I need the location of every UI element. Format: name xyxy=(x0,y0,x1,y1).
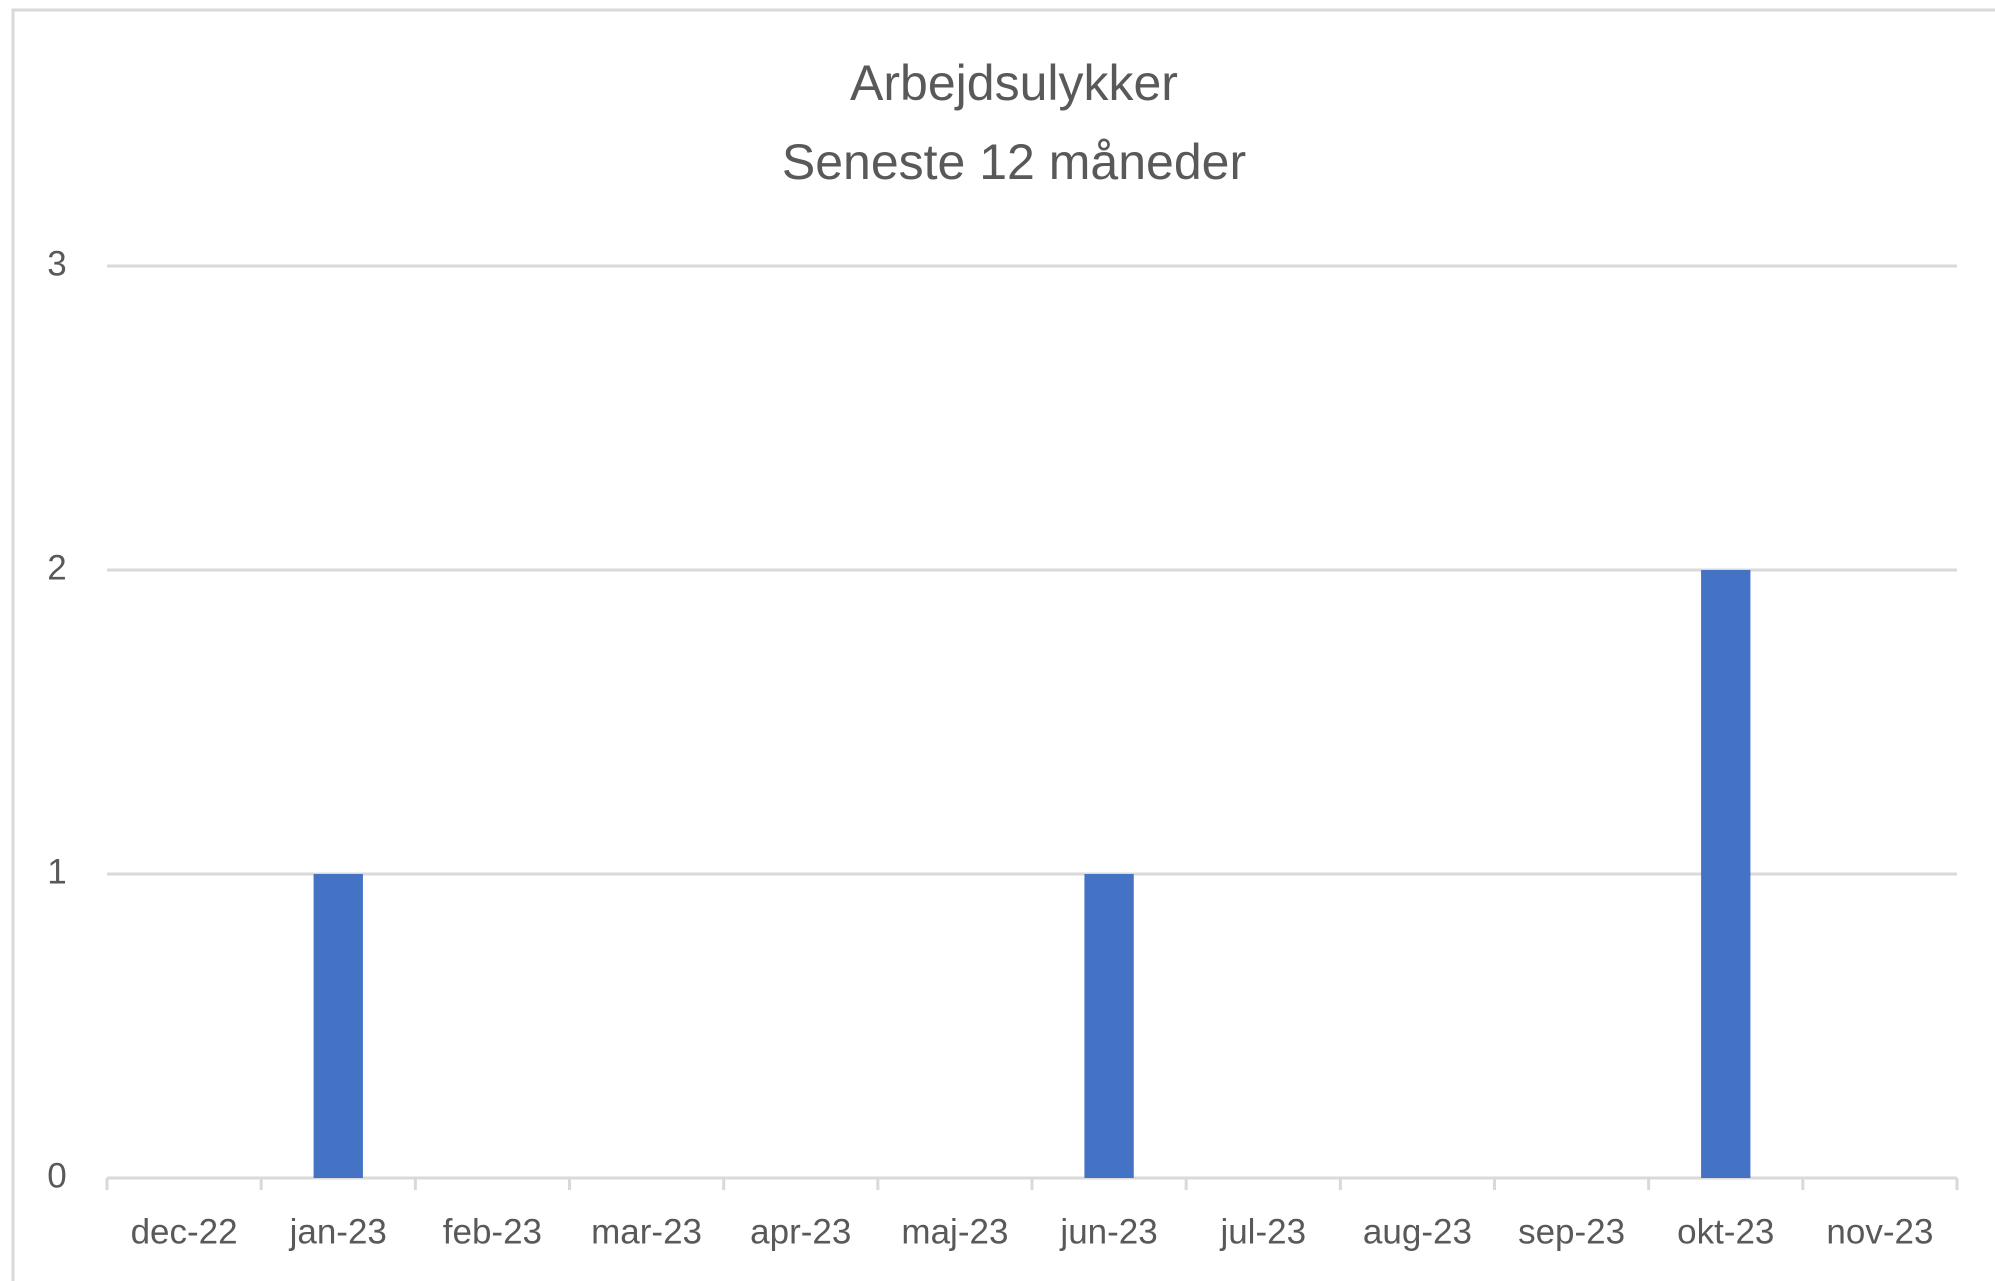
x-tick-label: okt-23 xyxy=(1677,1212,1774,1251)
x-tick-label: jun-23 xyxy=(1059,1212,1157,1251)
x-tick-label: feb-23 xyxy=(443,1212,542,1251)
bar xyxy=(1701,570,1751,1178)
bar xyxy=(1084,874,1134,1178)
y-tick-label: 1 xyxy=(47,852,66,891)
x-tick-label: jul-23 xyxy=(1219,1212,1306,1251)
x-tick-label: nov-23 xyxy=(1826,1212,1933,1251)
chart-border xyxy=(11,8,1995,1281)
chart-subtitle: Seneste 12 måneder xyxy=(782,134,1246,190)
x-tick-label: apr-23 xyxy=(750,1212,851,1251)
y-tick-label: 2 xyxy=(47,548,66,587)
bar xyxy=(313,874,363,1178)
chart-title: Arbejdsulykker xyxy=(850,55,1178,111)
x-tick-label: dec-22 xyxy=(131,1212,238,1251)
x-tick-label: jan-23 xyxy=(289,1212,387,1251)
y-tick-label: 3 xyxy=(47,244,66,283)
x-tick-label: mar-23 xyxy=(591,1212,702,1251)
y-tick-label: 0 xyxy=(47,1156,66,1195)
x-tick-label: aug-23 xyxy=(1363,1212,1472,1251)
x-tick-label: maj-23 xyxy=(901,1212,1008,1251)
x-tick-label: sep-23 xyxy=(1518,1212,1625,1251)
